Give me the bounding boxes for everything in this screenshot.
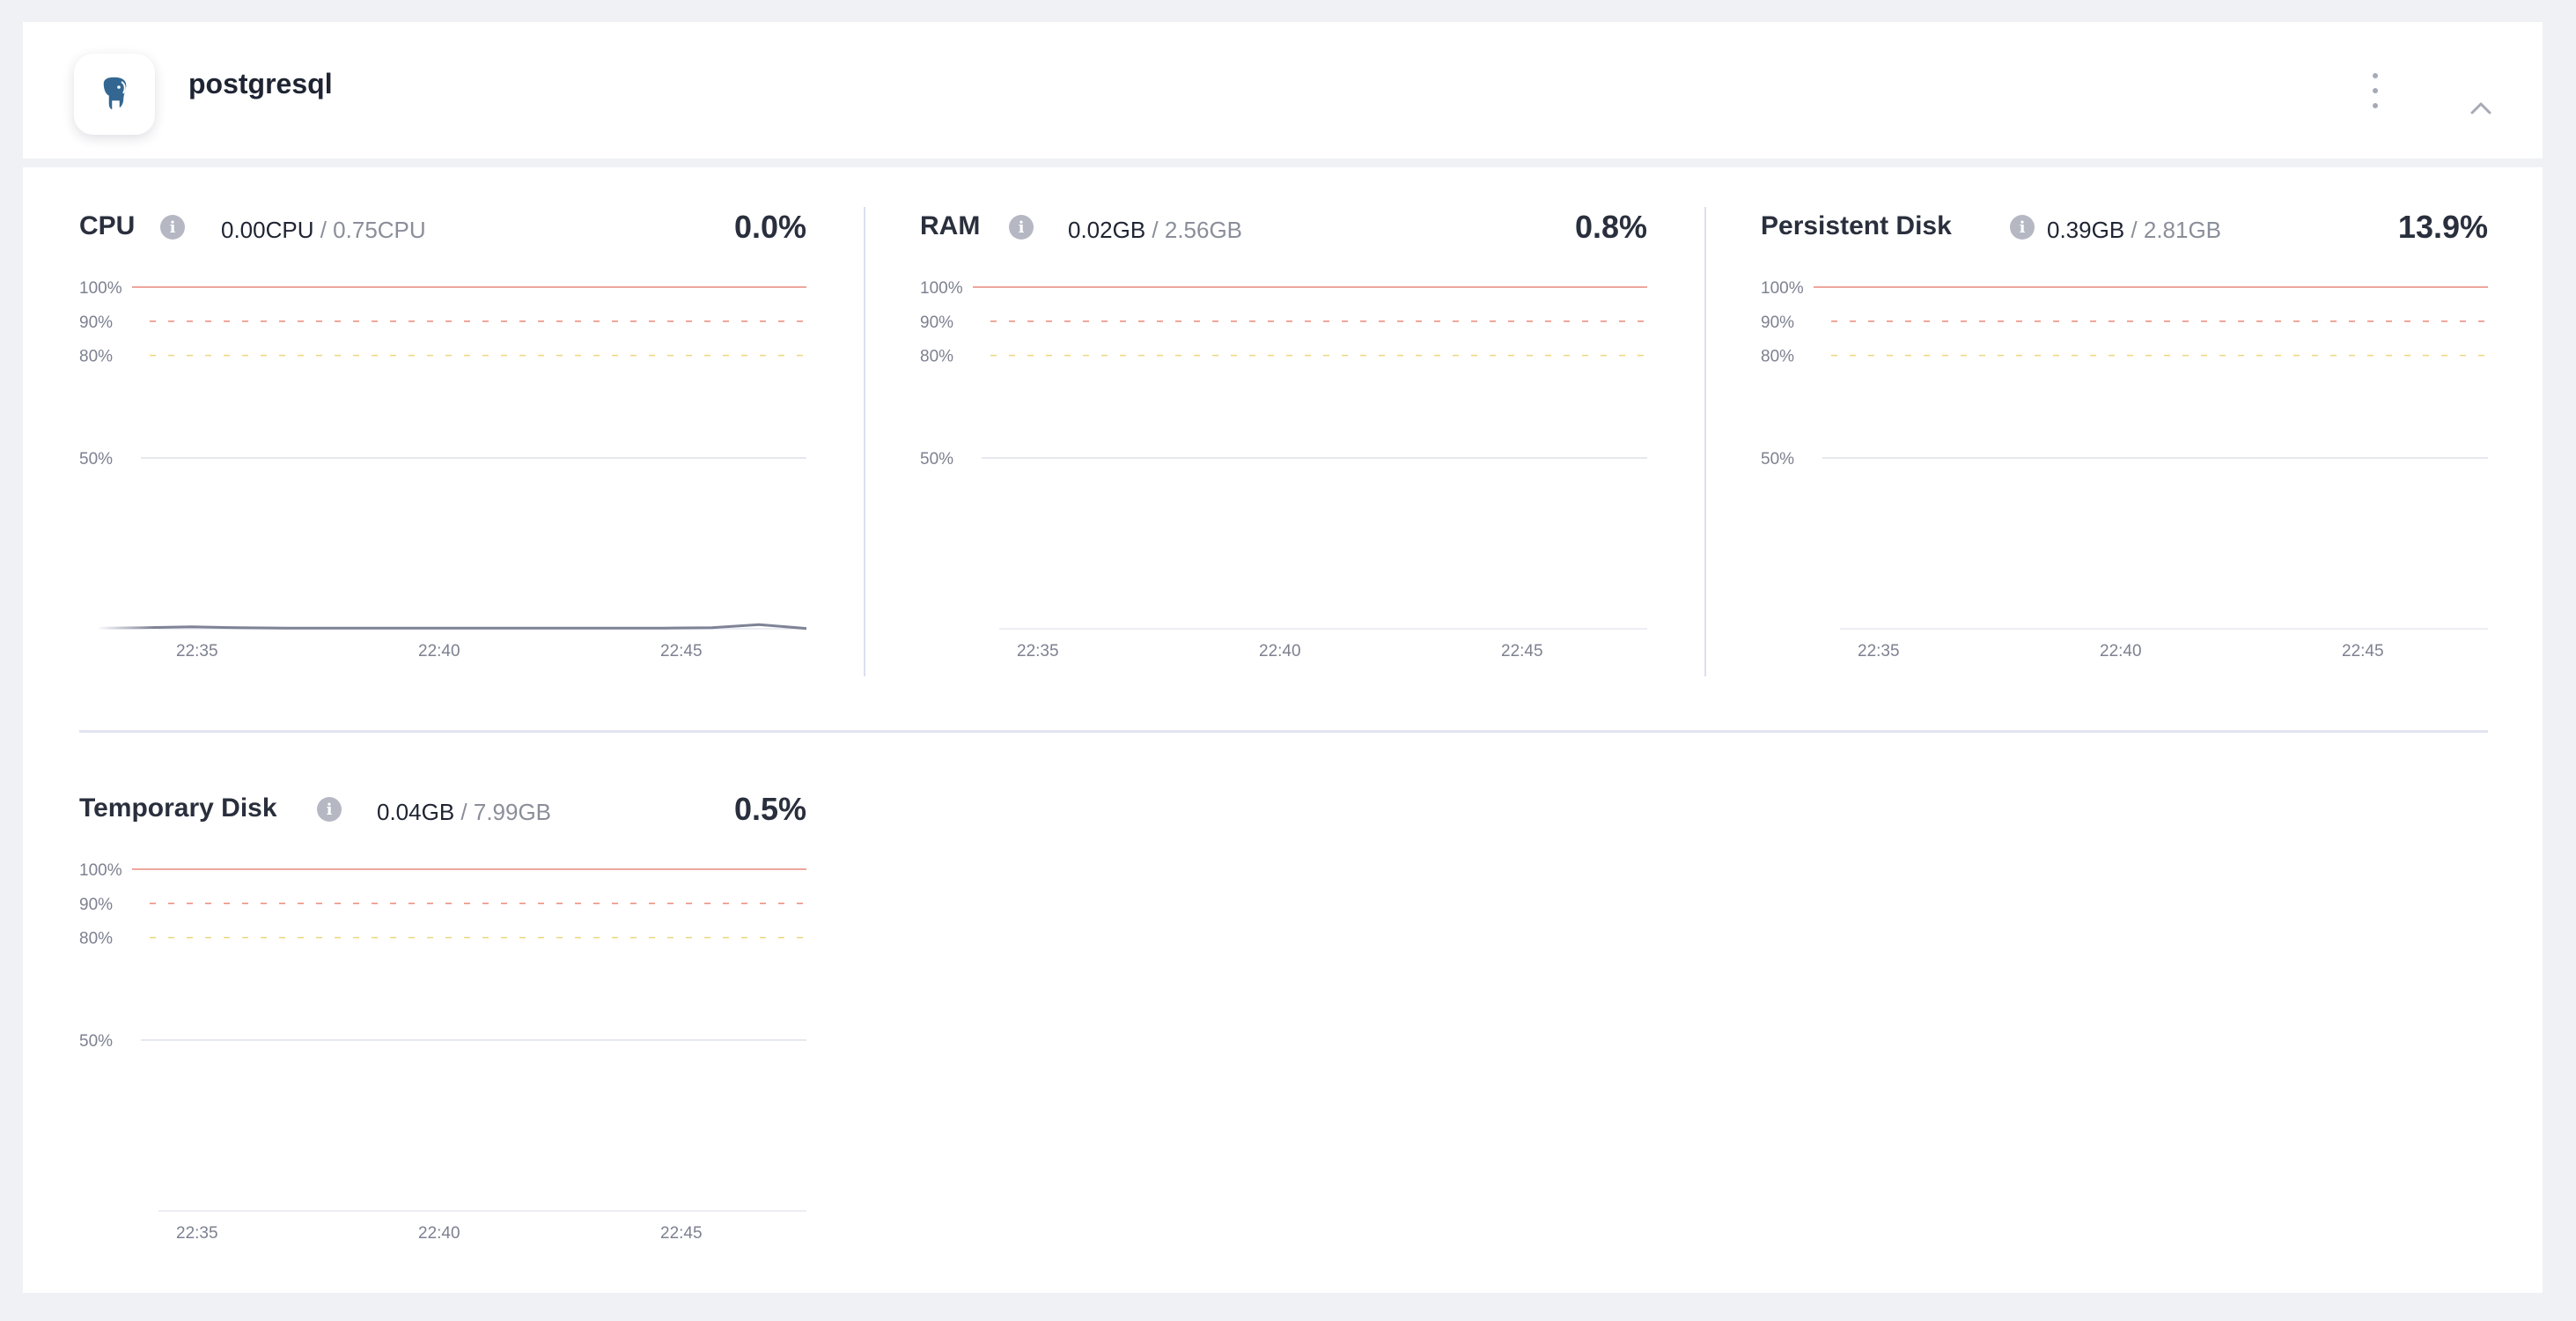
y-tick-label: 90% [1761, 314, 1794, 332]
x-tick-label: 22:45 [660, 1224, 703, 1243]
y-tick-label: 80% [920, 348, 953, 366]
x-tick-label: 22:35 [1858, 642, 1900, 660]
y-tick-label: 50% [920, 450, 953, 469]
usage-series-line [96, 623, 806, 631]
x-tick-label: 22:35 [176, 642, 218, 660]
metric-persistent-disk: Persistent Disk i 0.39GB / 2.81GB 13.9% … [1761, 167, 2488, 660]
row-divider [79, 730, 2488, 733]
x-tick-label: 22:40 [1259, 642, 1301, 660]
kebab-menu-icon[interactable] [2366, 73, 2384, 108]
metric-usage: 0.00CPU / 0.75CPU [221, 218, 426, 241]
y-tick-label: 100% [79, 861, 122, 880]
y-tick-label: 90% [79, 314, 113, 332]
usage-chart: 100% 90% 80% 50% 22:35 22:40 22:45 [920, 279, 1647, 660]
info-icon[interactable]: i [2010, 215, 2035, 240]
metric-usage: 0.02GB / 2.56GB [1068, 218, 1242, 241]
usage-chart: 100% 90% 80% 50% 22:35 22:40 22:45 [1761, 279, 2488, 660]
usage-percent: 13.9% [2397, 209, 2488, 245]
y-tick-label: 100% [79, 279, 122, 298]
usage-percent: 0.5% [733, 791, 806, 827]
x-tick-label: 22:40 [2100, 642, 2142, 660]
service-header: postgresql [23, 22, 2543, 159]
x-tick-label: 22:45 [660, 642, 703, 660]
usage-chart: 100% 90% 80% 50% 22:35 22:40 22:45 [79, 861, 806, 1243]
metric-usage: 0.04GB / 7.99GB [377, 801, 551, 823]
service-name: postgresql [188, 68, 333, 100]
metric-cpu: CPU i 0.00CPU / 0.75CPU 0.0% 100% 90% 80% 5… [79, 167, 806, 660]
y-tick-label: 80% [1761, 348, 1794, 366]
y-tick-label: 90% [920, 314, 953, 332]
usage-used: 0.04GB [377, 799, 455, 825]
metric-title: Persistent Disk [1761, 211, 1952, 240]
service-logo [74, 54, 155, 135]
y-tick-label: 100% [1761, 279, 1804, 298]
column-divider [1704, 207, 1706, 676]
metric-title: RAM [920, 211, 981, 240]
metric-ram: RAM i 0.02GB / 2.56GB 0.8% 100% 90% 80% 50%… [920, 167, 1647, 660]
y-tick-label: 50% [79, 450, 113, 469]
usage-total: / 2.81GB [2131, 217, 2222, 243]
y-tick-label: 80% [79, 348, 113, 366]
usage-used: 0.02GB [1068, 217, 1146, 243]
usage-total: / 7.99GB [460, 799, 552, 825]
x-tick-label: 22:45 [1501, 642, 1543, 660]
x-tick-label: 22:35 [1017, 642, 1059, 660]
x-tick-label: 22:35 [176, 1224, 218, 1243]
usage-chart: 100% 90% 80% 50% 22:35 22:40 22:45 [79, 279, 806, 660]
usage-percent: 0.8% [1574, 209, 1647, 245]
x-tick-label: 22:40 [418, 642, 460, 660]
metrics-panel: CPU i 0.00CPU / 0.75CPU 0.0% 100% 90% 80% 5… [23, 167, 2543, 1293]
metric-title: Temporary Disk [79, 793, 277, 823]
column-divider [864, 207, 865, 676]
usage-used: 0.00CPU [221, 217, 314, 243]
x-tick-label: 22:40 [418, 1224, 460, 1243]
info-icon[interactable]: i [160, 215, 185, 240]
y-tick-label: 90% [79, 896, 113, 914]
y-tick-label: 50% [1761, 450, 1794, 469]
postgresql-elephant-icon [102, 76, 128, 111]
y-tick-label: 50% [79, 1032, 113, 1051]
usage-used: 0.39GB [2047, 217, 2125, 243]
info-icon[interactable]: i [317, 797, 342, 822]
usage-percent: 0.0% [733, 209, 806, 245]
metric-title: CPU [79, 211, 136, 240]
metric-temporary-disk: Temporary Disk i 0.04GB / 7.99GB 0.5% 10… [79, 749, 806, 1243]
y-tick-label: 100% [920, 279, 963, 298]
y-tick-label: 80% [79, 930, 113, 948]
usage-total: / 0.75CPU [320, 217, 426, 243]
x-tick-label: 22:45 [2342, 642, 2384, 660]
chevron-up-icon[interactable] [2469, 100, 2493, 124]
usage-total: / 2.56GB [1152, 217, 1243, 243]
info-icon[interactable]: i [1009, 215, 1034, 240]
metric-usage: 0.39GB / 2.81GB [2047, 218, 2221, 241]
